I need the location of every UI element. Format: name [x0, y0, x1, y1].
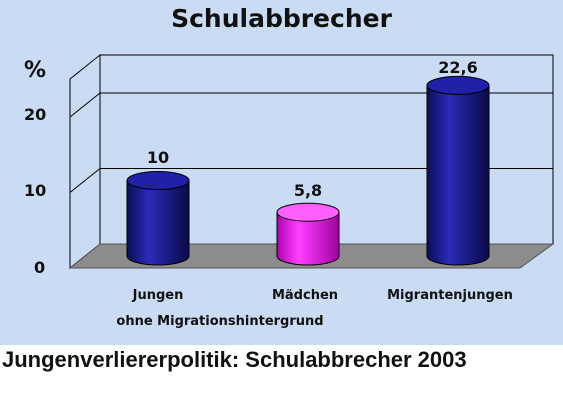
- bar-top: [276, 202, 340, 222]
- chart-plot: [68, 53, 555, 270]
- caption: Jungenverliererpolitik: Schulabbrecher 2…: [2, 347, 467, 372]
- data-label: 5,8: [293, 181, 323, 200]
- bar-body: [426, 84, 490, 266]
- side-wall: [69, 53, 101, 270]
- chart-title: Schulabbrecher: [171, 4, 392, 33]
- y-tick-label: 10: [24, 181, 47, 200]
- x-tick-label: Migrantenjungen: [387, 288, 513, 303]
- x-tick-sublabel: ohne Migrationshintergrund: [116, 314, 324, 329]
- bar: [126, 171, 190, 266]
- bar: [276, 202, 340, 266]
- bar-body: [126, 180, 190, 266]
- bar-top: [426, 75, 490, 95]
- data-label: 22,6: [438, 58, 478, 77]
- gridline: [69, 92, 101, 118]
- y-tick-label: 0: [34, 258, 46, 277]
- bar: [426, 75, 490, 266]
- bar-body: [276, 211, 340, 266]
- y-axis-label: %: [24, 58, 47, 83]
- x-tick-label: Mädchen: [271, 288, 339, 303]
- gridline: [69, 168, 101, 193]
- y-tick-label: 20: [24, 105, 47, 124]
- data-label: 10: [146, 148, 170, 167]
- x-tick-label: Jungen: [132, 288, 184, 303]
- bar-top: [126, 171, 190, 190]
